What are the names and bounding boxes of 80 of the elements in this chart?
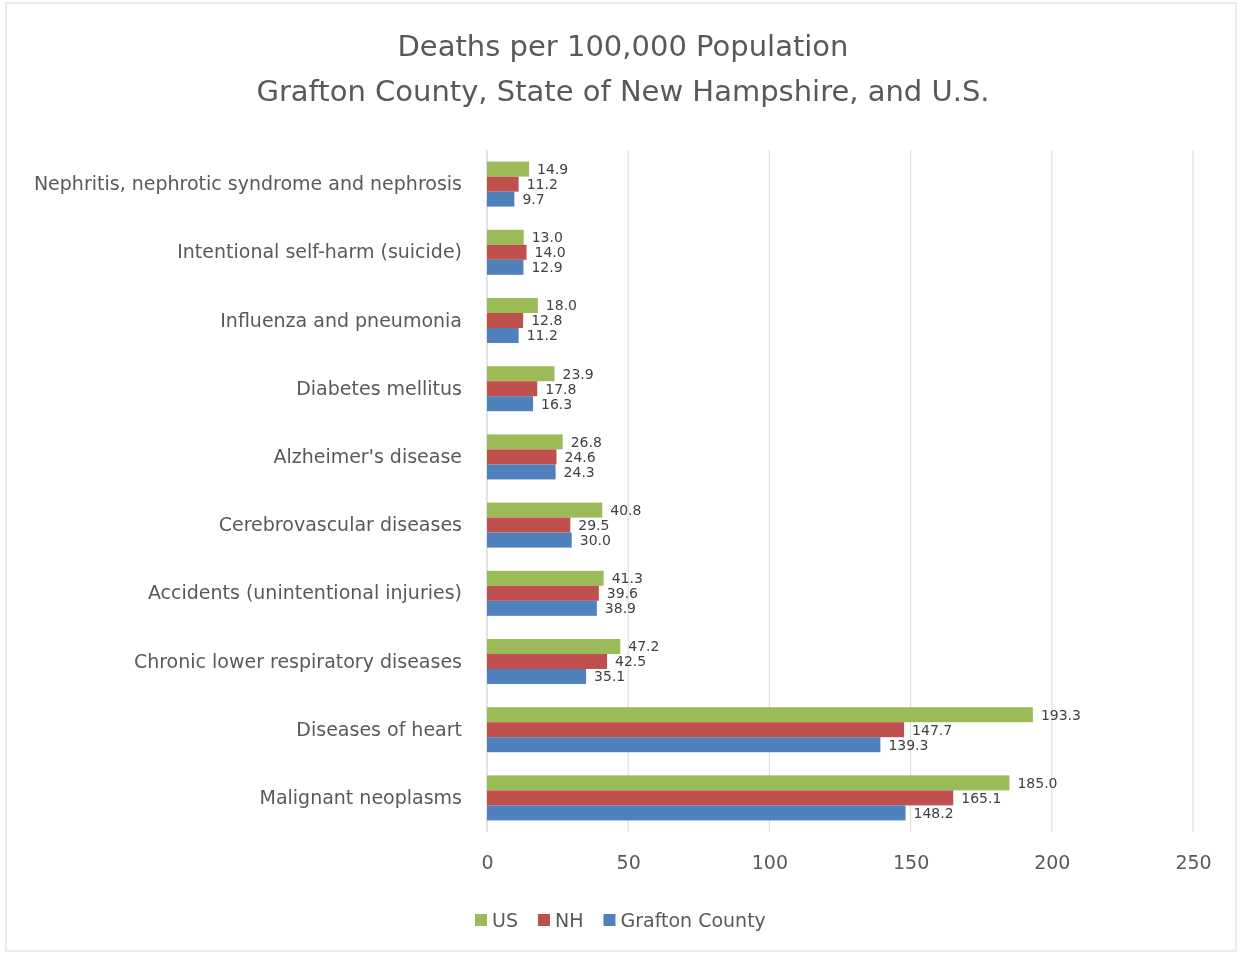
legend-label: NH <box>554 908 584 931</box>
bar <box>487 517 571 533</box>
bar <box>487 654 608 669</box>
bar <box>487 191 515 207</box>
y-tick-label: Alzheimer's disease <box>273 444 462 467</box>
data-label: 39.6 <box>606 585 639 602</box>
bar <box>487 434 563 450</box>
data-label: 35.1 <box>594 668 626 685</box>
x-tick-label: 0 <box>481 850 494 873</box>
bar <box>487 449 557 465</box>
data-label: 41.3 <box>611 570 643 587</box>
data-label: 30.0 <box>579 532 611 548</box>
bar <box>487 464 556 480</box>
bar <box>487 775 1010 791</box>
x-tick-label: 200 <box>1034 850 1071 873</box>
bar <box>487 229 524 245</box>
y-tick-label: Diabetes mellitus <box>296 376 462 399</box>
data-label: 185.0 <box>1017 774 1058 791</box>
bar <box>487 244 527 260</box>
data-label: 139.3 <box>888 736 929 753</box>
bar <box>487 328 519 344</box>
data-label: 11.2 <box>526 176 558 192</box>
data-label: 14.9 <box>537 161 569 177</box>
data-label: 12.9 <box>531 259 563 276</box>
data-label: 13.0 <box>531 229 563 246</box>
y-tick-label: Intentional self-harm (suicide) <box>177 240 462 263</box>
bar <box>487 585 599 601</box>
bar <box>487 805 906 821</box>
data-label: 16.3 <box>541 395 573 412</box>
bar <box>487 707 1033 723</box>
bar <box>487 600 597 616</box>
data-label: 9.7 <box>522 191 545 207</box>
x-tick-label: 250 <box>1175 850 1212 873</box>
bar <box>487 366 555 382</box>
bar <box>487 259 524 275</box>
x-tick-label: 100 <box>751 850 789 873</box>
data-label: 147.7 <box>912 721 953 738</box>
legend-label: Grafton County <box>620 908 766 931</box>
data-label: 17.8 <box>545 380 577 397</box>
y-tick-label: Diseases of heart <box>296 717 462 740</box>
bar <box>487 396 534 412</box>
bar <box>487 313 524 328</box>
x-tick-label: 50 <box>616 850 641 873</box>
bar <box>487 638 621 654</box>
data-label: 29.5 <box>578 517 610 533</box>
data-label: 23.9 <box>562 365 594 382</box>
x-tick-label: 150 <box>892 850 930 873</box>
bar <box>487 737 881 753</box>
data-label: 14.0 <box>534 244 566 261</box>
y-tick-label: Cerebrovascular diseases <box>218 513 462 536</box>
y-tick-label: Malignant neoplasms <box>259 785 462 808</box>
bar <box>487 502 603 518</box>
bar <box>487 722 905 738</box>
data-label: 11.2 <box>526 327 558 344</box>
bar <box>487 176 519 192</box>
y-tick-label: Chronic lower respiratory diseases <box>133 649 462 672</box>
data-label: 47.2 <box>628 638 660 655</box>
bar <box>487 790 954 806</box>
data-label: 38.9 <box>604 600 637 617</box>
bar <box>487 381 538 397</box>
legend-label: US <box>492 908 518 931</box>
bar <box>487 570 604 586</box>
bar <box>487 532 572 548</box>
y-tick-label: Accidents (unintentional injuries) <box>147 581 462 604</box>
data-label: 165.1 <box>961 789 1002 806</box>
y-tick-label: Nephritis, nephrotic syndrome and nephrosis <box>33 172 462 195</box>
bar <box>487 669 587 685</box>
data-label: 24.3 <box>563 463 595 480</box>
bar <box>487 297 538 313</box>
data-label: 40.8 <box>610 502 642 518</box>
data-label: 148.2 <box>913 804 954 821</box>
bar <box>487 161 530 177</box>
chart-title: Deaths per 100,000 Population Grafton County, State of New Hampshire, and U.S. <box>256 29 990 108</box>
data-label: 42.5 <box>615 653 647 670</box>
data-label: 26.8 <box>570 433 602 450</box>
data-label: 24.6 <box>564 448 596 465</box>
data-label: 18.0 <box>545 297 577 314</box>
y-tick-label: Influenza and pneumonia <box>220 308 462 331</box>
data-label: 12.8 <box>531 312 563 329</box>
data-label: 193.3 <box>1040 706 1081 723</box>
